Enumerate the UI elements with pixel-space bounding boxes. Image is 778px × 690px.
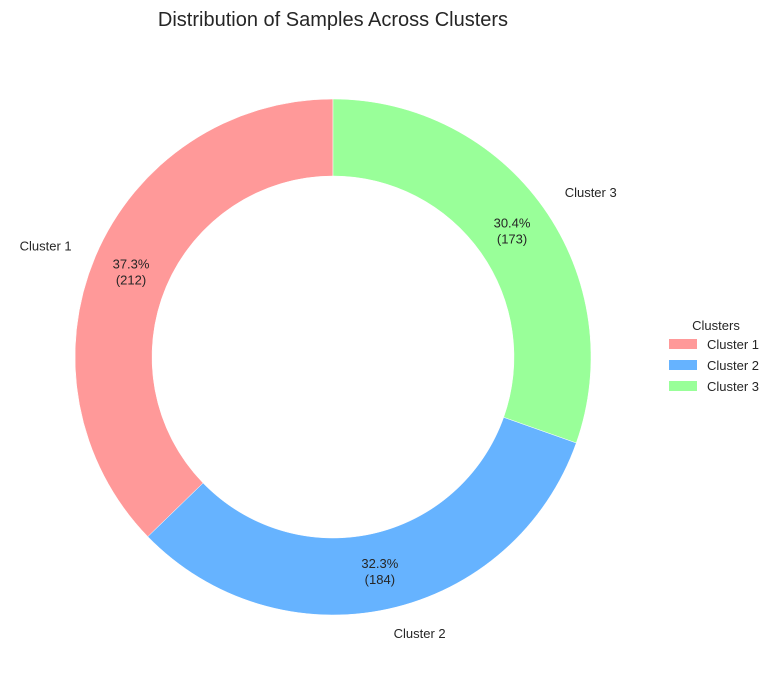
count-label: (184) [365, 572, 395, 587]
legend-swatch [669, 339, 697, 349]
legend-title: Clusters [692, 318, 740, 333]
category-label: Cluster 2 [394, 626, 446, 641]
slice-cluster-2 [147, 416, 577, 616]
slice-cluster-3 [332, 98, 592, 444]
chart-title: Distribution of Samples Across Clusters [158, 9, 508, 31]
slice-labels: Cluster 1 37.3%(212) Cluster 2 32.3%(184) Cl… [20, 185, 617, 641]
legend-swatch [669, 360, 697, 370]
percent-label: 32.3% [361, 556, 398, 571]
count-label: (212) [116, 273, 146, 288]
donut-slices [74, 98, 592, 616]
category-label: Cluster 3 [565, 185, 617, 200]
percent-label: 30.4% [494, 215, 531, 230]
count-label: (173) [497, 231, 527, 246]
legend-label: Cluster 1 [707, 337, 759, 352]
legend-swatch [669, 381, 697, 391]
slice-cluster-1 [74, 98, 334, 537]
category-label: Cluster 1 [20, 238, 72, 253]
legend-label: Cluster 2 [707, 358, 759, 373]
percent-label: 37.3% [113, 257, 150, 272]
legend-label: Cluster 3 [707, 379, 759, 394]
legend: Clusters Cluster 1 Cluster 2 Cluster 3 [669, 318, 759, 394]
